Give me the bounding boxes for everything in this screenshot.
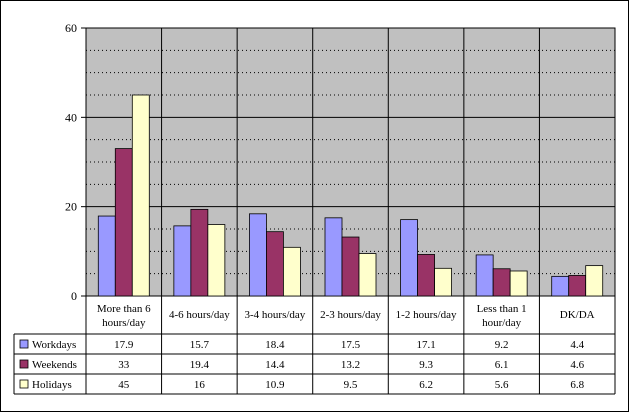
bar-workdays	[324, 217, 343, 297]
bar-workdays	[249, 213, 267, 297]
bar-weekends	[114, 148, 133, 297]
bar-holidays	[207, 224, 226, 297]
bar-workdays	[475, 254, 494, 297]
table-cell: 5.6	[495, 379, 509, 391]
table-cell: 9.5	[344, 379, 358, 391]
bar-weekends	[266, 231, 284, 297]
series-name: Weekends	[32, 359, 77, 371]
table-cell: 4.4	[570, 339, 584, 351]
table-cell: 4.6	[570, 359, 584, 371]
table-cell: 6.2	[419, 379, 433, 391]
bar-weekends	[190, 208, 209, 297]
y-tick-label: 20	[65, 200, 77, 214]
category-label: 3-4 hours/day	[245, 309, 306, 321]
y-tick-label: 0	[71, 289, 77, 303]
table-cell: 15.7	[190, 339, 210, 351]
legend-key-workdays	[19, 339, 29, 349]
bar-weekends	[568, 275, 587, 297]
bar-holidays	[283, 246, 301, 297]
table-cell: 6.8	[570, 379, 584, 391]
table-cell: 13.2	[341, 359, 360, 371]
table-cell: 33	[118, 359, 130, 371]
bar-workdays	[173, 225, 192, 297]
category-label: 2-3 hours/day	[320, 309, 381, 321]
series-name: Workdays	[32, 339, 76, 351]
bar-holidays	[131, 94, 150, 297]
bar-weekends	[417, 254, 435, 297]
table-cell: 9.2	[495, 339, 509, 351]
bar-holidays	[434, 267, 452, 297]
bar-workdays	[400, 219, 418, 297]
table-cell: 45	[118, 379, 130, 391]
bar-weekends	[341, 236, 360, 297]
category-label: Less than 1	[477, 303, 527, 315]
category-label: 1-2 hours/day	[396, 309, 457, 321]
table-cell: 14.4	[265, 359, 285, 371]
category-label: hour/day	[482, 317, 522, 329]
bar-workdays	[97, 215, 116, 297]
bar-holidays	[509, 270, 528, 297]
table-cell: 16	[194, 379, 206, 391]
table-cell: 17.5	[341, 339, 361, 351]
table-cell: 18.4	[265, 339, 285, 351]
bar-holidays	[585, 265, 604, 297]
bar-holidays	[358, 253, 377, 297]
table-cell: 10.9	[265, 379, 285, 391]
y-tick-label: 40	[65, 110, 77, 124]
bar-workdays	[551, 275, 570, 297]
table-cell: 6.1	[495, 359, 509, 371]
category-label: More than 6	[97, 303, 151, 315]
category-label: hours/day	[102, 317, 146, 329]
category-label: 4-6 hours/day	[169, 309, 230, 321]
table-cell: 19.4	[190, 359, 210, 371]
table-cell: 17.9	[114, 339, 134, 351]
table-cell: 17.1	[416, 339, 435, 351]
legend-key-weekends	[19, 359, 29, 369]
series-name: Holidays	[32, 379, 72, 391]
category-label: DK/DA	[560, 309, 595, 321]
y-tick-label: 60	[65, 21, 77, 35]
legend-key-holidays	[19, 379, 29, 389]
bar-weekends	[492, 268, 511, 297]
table-cell: 9.3	[419, 359, 433, 371]
